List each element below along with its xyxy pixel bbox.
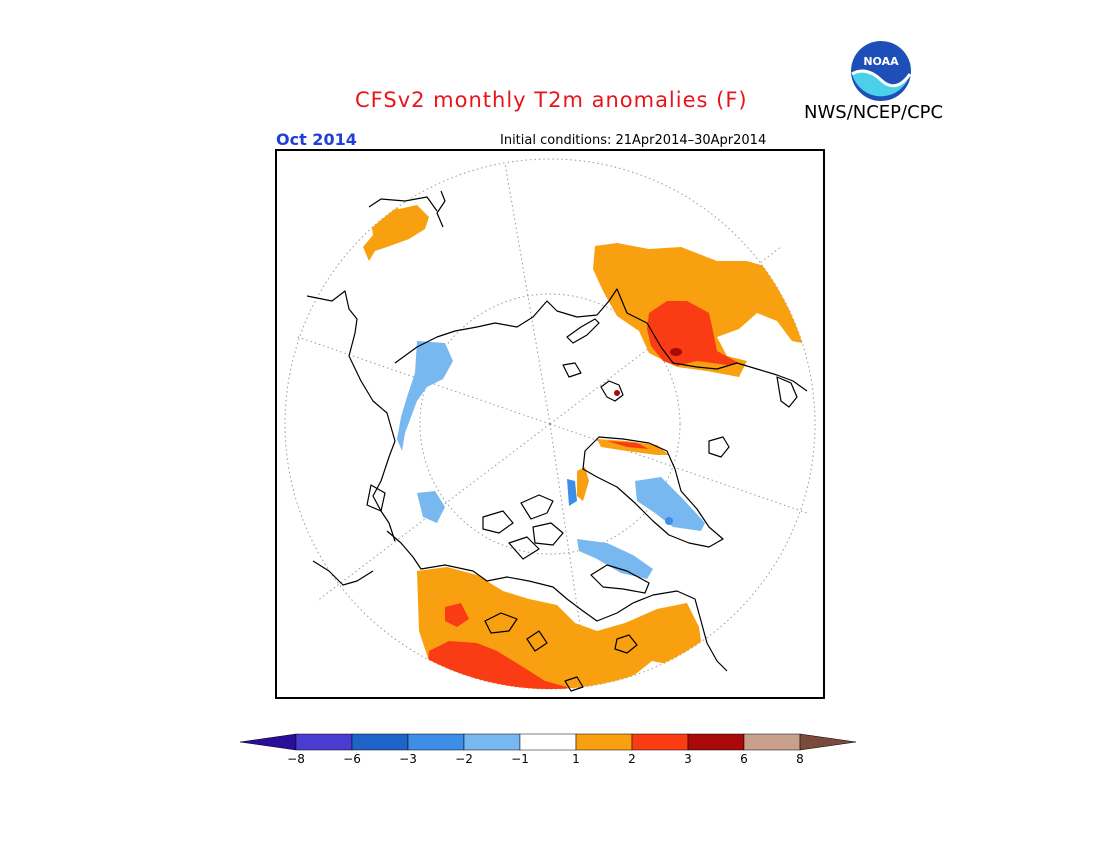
- colorbar-tick-label: 6: [740, 752, 748, 766]
- colorbar-swatch: [351, 733, 409, 751]
- warm-anomaly-island-marker: [614, 390, 620, 396]
- polar-map: [284, 158, 816, 692]
- colorbar-tick-label: −1: [511, 752, 529, 766]
- colorbar-right-arrow: [799, 733, 857, 751]
- warm-anomaly-eurasia-strong: [647, 301, 739, 366]
- colorbar-tick-label: 2: [628, 752, 636, 766]
- forecast-month: Oct 2014: [276, 130, 357, 149]
- noaa-logo-text: NOAA: [863, 55, 899, 68]
- warm-anomaly-eurasia: [593, 243, 815, 377]
- warm-anomaly-svalbard: [577, 467, 589, 501]
- warm-anomaly-canada-strong: [445, 603, 469, 627]
- warm-anomaly-pacific: [363, 203, 429, 261]
- cool-anomaly-hudson: [635, 477, 705, 531]
- warm-anomaly-north-america: [417, 567, 703, 689]
- warm-anomaly-eurasia-max: [670, 348, 682, 356]
- colorbar-swatch: [519, 733, 577, 751]
- colorbar-swatch: [687, 733, 745, 751]
- colorbar-tick-label: 8: [796, 752, 804, 766]
- colorbar-tick-label: −8: [287, 752, 305, 766]
- noaa-logo: NOAA: [850, 40, 912, 102]
- colorbar-swatch: [631, 733, 689, 751]
- warm-anomaly-greenland-coast-strong: [607, 441, 649, 449]
- colorbar-left-arrow: [239, 733, 297, 751]
- colorbar-swatch: [575, 733, 633, 751]
- initial-conditions: Initial conditions: 21Apr2014–30Apr2014: [500, 133, 767, 148]
- cool-anomaly-svalbard: [567, 479, 577, 506]
- colorbar-swatch: [407, 733, 465, 751]
- coastlines: [306, 190, 808, 692]
- colorbar-tick-label: −6: [343, 752, 361, 766]
- colorbar-tick-label: 3: [684, 752, 692, 766]
- cool-anomaly-east-siberia: [417, 491, 445, 523]
- colorbar-swatch: [463, 733, 521, 751]
- colorbar-tick-label: −3: [399, 752, 417, 766]
- colorbar-swatch: [295, 733, 353, 751]
- cool-anomaly-hudson-core: [665, 517, 673, 525]
- map-title: CFSv2 monthly T2m anomalies (F): [355, 88, 748, 112]
- colorbar-tick-label: 1: [572, 752, 580, 766]
- map-frame: [275, 149, 825, 699]
- outer-latitude-circle: [284, 158, 816, 690]
- colorbar: [239, 732, 862, 756]
- colorbar-swatch: [743, 733, 801, 751]
- latitude-circle: [419, 293, 681, 555]
- cool-anomaly-siberia: [397, 341, 453, 451]
- agency-label: NWS/NCEP/CPC: [804, 102, 944, 123]
- cool-anomaly-labrador: [577, 539, 653, 579]
- colorbar-tick-label: −2: [455, 752, 473, 766]
